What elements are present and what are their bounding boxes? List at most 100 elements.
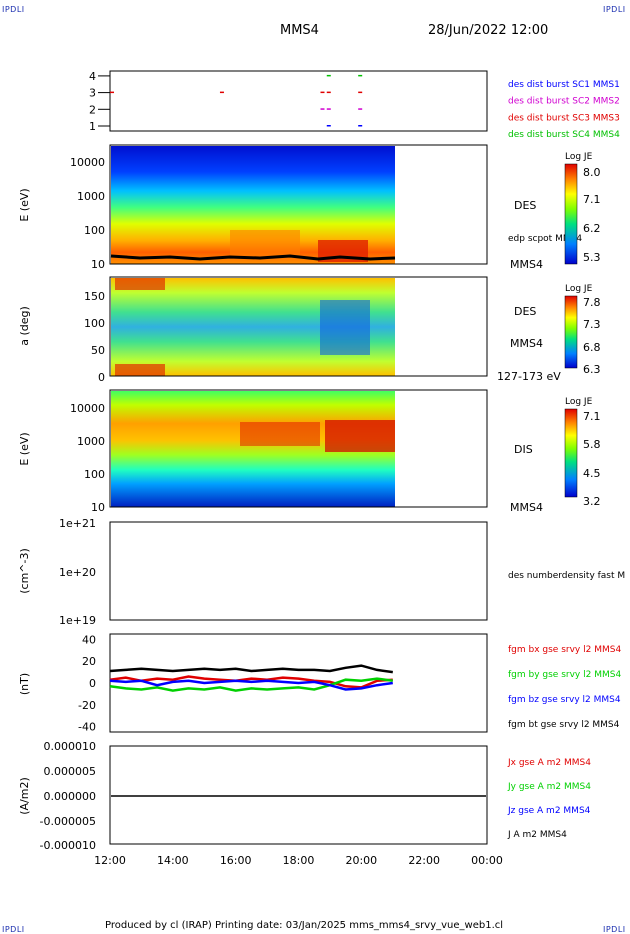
colorbar bbox=[564, 408, 578, 498]
burst-mark bbox=[219, 91, 224, 94]
colorbar-tick: 7.1 bbox=[583, 193, 601, 206]
panel-current-density: (A/m2) 0.000010 0.000005 0.000000 -0.000… bbox=[18, 740, 591, 867]
time-xtick: 12:00 bbox=[94, 854, 126, 867]
time-xtick: 14:00 bbox=[157, 854, 189, 867]
bfield-legend-entry: fgm by gse srvy l2 MMS4 bbox=[508, 670, 621, 680]
energy-range-label: 127-173 eV bbox=[497, 370, 561, 383]
des-energy-ytick: 10 bbox=[91, 258, 105, 271]
dis-energy-spacecraft: MMS4 bbox=[510, 501, 543, 514]
burst-mark bbox=[358, 74, 363, 77]
current-legend-entry: J A m2 MMS4 bbox=[507, 830, 567, 840]
bfield-ytick: 20 bbox=[82, 655, 96, 668]
colorbar bbox=[564, 295, 578, 369]
density-ytick: 1e+21 bbox=[59, 517, 96, 530]
bfield-series-line bbox=[109, 675, 393, 689]
burst-mark bbox=[110, 91, 114, 94]
burst-mark bbox=[326, 74, 331, 77]
des-energy-ylabel: E (eV) bbox=[18, 188, 31, 221]
colorbar-tick: 5.3 bbox=[583, 251, 601, 264]
burst-mark bbox=[326, 108, 331, 110]
bfield-ylabel: (nT) bbox=[18, 673, 31, 695]
current-ylabel: (A/m2) bbox=[18, 777, 31, 815]
burst-mark bbox=[320, 108, 325, 110]
colorbar-tick: 6.2 bbox=[583, 222, 601, 235]
density-legend: des numberdensity fast M bbox=[508, 571, 625, 581]
burst-legend-entry: des dist burst SC1 MMS1 bbox=[508, 80, 620, 90]
time-xtick: 18:00 bbox=[283, 854, 315, 867]
panel-density: (cm^-3) 1e+21 1e+20 1e+19 des numberdens… bbox=[18, 517, 625, 627]
bfield-ytick: -20 bbox=[78, 699, 96, 712]
time-xtick: 16:00 bbox=[220, 854, 252, 867]
current-legend-entry: Jy gse A m2 MMS4 bbox=[507, 782, 591, 792]
corner-label-bottom-right: IPDLI bbox=[603, 925, 626, 934]
corner-label-top-right: IPDLI bbox=[603, 5, 626, 14]
colorbar-tick: 3.2 bbox=[583, 495, 601, 508]
bfield-series-line bbox=[109, 677, 393, 692]
scpot-label: edp scpot MMS4 bbox=[508, 234, 582, 244]
des-pitch-ytick: 150 bbox=[84, 290, 105, 303]
des-pitch-spacecraft: MMS4 bbox=[510, 337, 543, 350]
colorbar-tick: 7.8 bbox=[583, 296, 601, 309]
des-pitch-ytick: 100 bbox=[84, 317, 105, 330]
dis-instrument-label: DIS bbox=[514, 443, 533, 456]
des-energy-spacecraft: MMS4 bbox=[510, 258, 543, 271]
bfield-legend-entry: fgm bz gse srvy l2 MMS4 bbox=[508, 695, 621, 705]
colorbar bbox=[564, 163, 578, 265]
des-pitch-ytick: 50 bbox=[91, 344, 105, 357]
colorbar-tick: 7.1 bbox=[583, 410, 601, 423]
des-energy-ytick: 1000 bbox=[77, 190, 105, 203]
dis-energy-ytick: 100 bbox=[84, 468, 105, 481]
colorbar-tick: 5.8 bbox=[583, 438, 601, 451]
burst-ytick: 1 bbox=[89, 120, 96, 133]
spacecraft-potential-line bbox=[110, 254, 396, 261]
panel-des-pitch: a (deg) 150 100 50 0 DES MMS4 127-173 eV… bbox=[18, 276, 601, 384]
bfield-ytick: 40 bbox=[82, 633, 96, 646]
colorbar-tick: 6.8 bbox=[583, 341, 601, 354]
density-ytick: 1e+19 bbox=[59, 614, 96, 627]
footer-credit: Produced by cl (IRAP) Printing date: 03/… bbox=[105, 920, 503, 931]
burst-mark bbox=[326, 91, 331, 94]
current-ytick: 0.000005 bbox=[44, 765, 97, 778]
burst-mark bbox=[320, 91, 325, 94]
panel-magnetic-field: (nT) 40 20 0 -20 -40 fgm bx gse srvy l2 MMS4… bbox=[18, 633, 621, 733]
bfield-series-line bbox=[109, 679, 393, 691]
bfield-ytick: -40 bbox=[78, 721, 96, 734]
colorbar-title: Log JE bbox=[565, 284, 593, 294]
burst-legend-entry: des dist burst SC3 MMS3 bbox=[508, 113, 620, 123]
time-xtick: 22:00 bbox=[408, 854, 440, 867]
colorbar-tick: 8.0 bbox=[583, 166, 601, 179]
current-ytick: -0.000010 bbox=[40, 839, 96, 852]
current-ytick: 0.000010 bbox=[44, 740, 97, 753]
des-pitch-ylabel: a (deg) bbox=[18, 306, 31, 346]
spacecraft-title: MMS4 bbox=[280, 23, 319, 38]
current-ytick: 0.000000 bbox=[44, 790, 97, 803]
burst-ytick: 3 bbox=[89, 87, 96, 100]
burst-legend-entry: des dist burst SC4 MMS4 bbox=[508, 130, 620, 140]
burst-ytick: 2 bbox=[89, 103, 96, 116]
burst-mark bbox=[358, 91, 363, 94]
density-ylabel: (cm^-3) bbox=[18, 548, 31, 594]
bfield-legend-entry: fgm bx gse srvy l2 MMS4 bbox=[508, 645, 621, 655]
bfield-series-line bbox=[109, 664, 393, 674]
current-ytick: -0.000005 bbox=[40, 815, 96, 828]
panel-des-energy: E (eV) 10000 1000 100 10 DES edp scpot M… bbox=[18, 144, 601, 271]
des-pitch-instrument: DES bbox=[514, 305, 536, 318]
panel-burst: 4 3 2 1 des dist burst SC1 MMS1 des dist bur… bbox=[89, 70, 620, 140]
colorbar-tick: 6.3 bbox=[583, 363, 601, 376]
des-pitch-ytick: 0 bbox=[98, 371, 105, 384]
colorbar-tick: 7.3 bbox=[583, 318, 601, 331]
colorbar-title: Log JE bbox=[565, 152, 593, 162]
time-xtick: 20:00 bbox=[345, 854, 377, 867]
des-instrument-label: DES bbox=[514, 199, 536, 212]
des-energy-ytick: 100 bbox=[84, 224, 105, 237]
dis-energy-ylabel: E (eV) bbox=[18, 432, 31, 465]
burst-mark bbox=[358, 108, 363, 110]
dis-energy-ytick: 10000 bbox=[70, 402, 105, 415]
datetime-title: 28/Jun/2022 12:00 bbox=[428, 23, 548, 38]
burst-ytick: 4 bbox=[89, 70, 96, 83]
panel-dis-energy: E (eV) 10000 1000 100 10 DIS MMS4 Log JE… bbox=[18, 389, 601, 514]
time-xtick: 00:00 bbox=[471, 854, 503, 867]
corner-label-bottom-left: IPDLI bbox=[2, 925, 25, 934]
burst-mark bbox=[326, 125, 331, 127]
des-energy-ytick: 10000 bbox=[70, 156, 105, 169]
